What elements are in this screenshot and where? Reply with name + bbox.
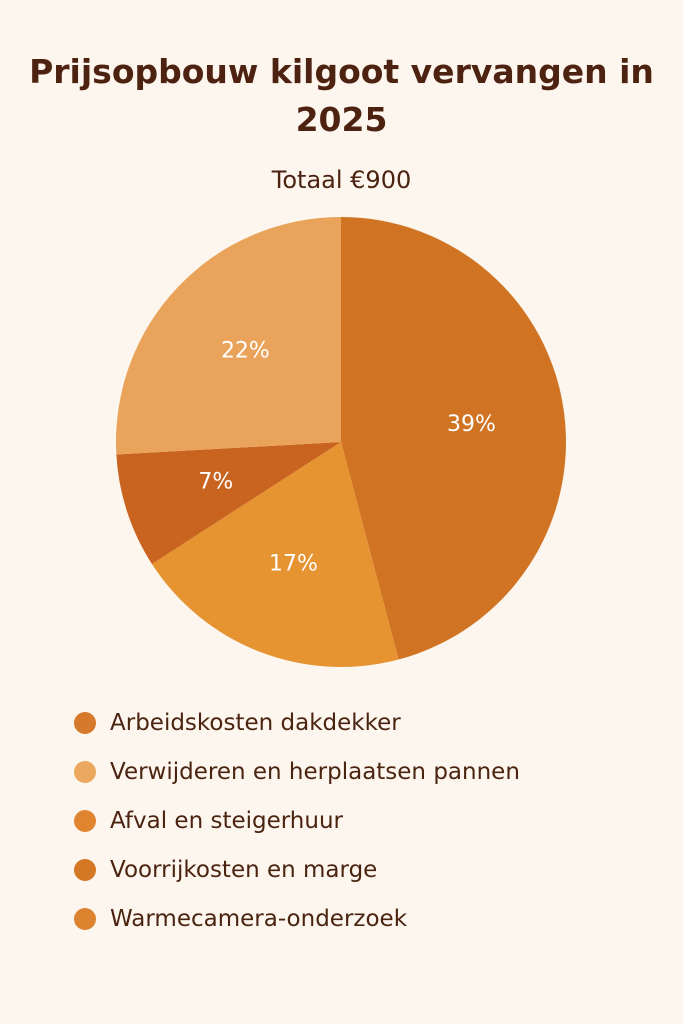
pie-slice — [116, 217, 341, 455]
legend-item: Voorrijkosten en marge — [74, 845, 520, 894]
legend-label: Warmecamera-onderzoek — [110, 905, 408, 932]
pie-chart: 39% 17% 7% 22% — [116, 217, 566, 667]
slice-label: 39% — [447, 412, 496, 437]
legend-item: Verwijderen en herplaatsen pannen — [74, 747, 520, 796]
legend-label: Verwijderen en herplaatsen pannen — [110, 758, 520, 785]
slice-label: 7% — [198, 470, 233, 495]
legend-swatch — [74, 760, 96, 783]
slice-label: 17% — [269, 552, 318, 577]
legend-label: Voorrijkosten en marge — [110, 856, 378, 883]
legend-item: Arbeidskosten dakdekker — [74, 698, 520, 747]
chart-subtitle: Totaal €900 — [271, 166, 412, 194]
slice-label: 22% — [221, 339, 270, 364]
legend-item: Warmecamera-onderzoek — [74, 894, 520, 943]
pie-slice — [116, 442, 341, 564]
legend-swatch — [74, 711, 96, 734]
legend-swatch — [74, 858, 96, 881]
chart-legend: Arbeidskosten dakdekker Verwijderen en h… — [74, 698, 520, 943]
chart-title: Prijsopbouw kilgoot vervangen in 2025 — [29, 52, 654, 139]
legend-label: Afval en steigerhuur — [110, 807, 343, 834]
legend-item: Afval en steigerhuur — [74, 796, 520, 845]
legend-swatch — [74, 809, 96, 832]
pie-slice — [151, 442, 399, 667]
legend-label: Arbeidskosten dakdekker — [110, 709, 401, 736]
legend-swatch — [74, 907, 96, 930]
pie-slice — [341, 217, 566, 660]
